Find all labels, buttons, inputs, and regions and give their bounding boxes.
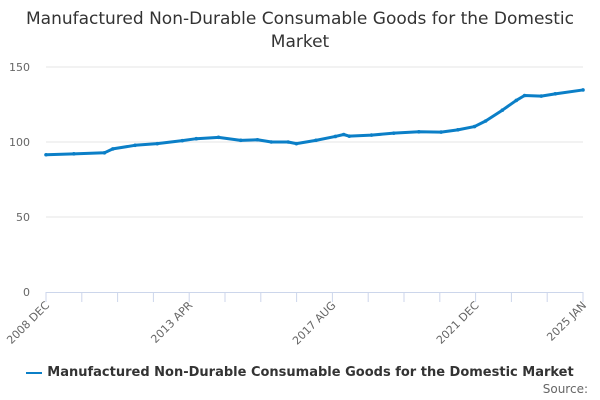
data-point bbox=[102, 151, 107, 155]
x-tick-label: 2021 DEC bbox=[434, 299, 482, 347]
y-tick-label: 100 bbox=[9, 136, 30, 149]
source-label: Source: bbox=[542, 382, 588, 396]
chart-title: Manufactured Non-Durable Consumable Good… bbox=[25, 9, 574, 52]
data-point bbox=[553, 92, 557, 96]
y-tick-label: 150 bbox=[9, 61, 30, 74]
data-point bbox=[439, 130, 443, 134]
data-point bbox=[269, 140, 274, 144]
data-point bbox=[180, 138, 185, 143]
legend-item[interactable]: Manufactured Non-Durable Consumable Good… bbox=[0, 365, 600, 380]
data-point bbox=[347, 134, 352, 138]
data-point bbox=[539, 94, 544, 98]
data-point bbox=[72, 152, 76, 156]
data-point bbox=[294, 141, 299, 146]
data-point bbox=[391, 131, 396, 135]
x-tick-label: 2017 AUG bbox=[290, 299, 339, 348]
data-point bbox=[417, 130, 421, 134]
data-point bbox=[194, 136, 199, 141]
data-point bbox=[155, 141, 160, 146]
data-point bbox=[44, 152, 48, 157]
data-point bbox=[216, 135, 221, 140]
data-point bbox=[522, 93, 527, 98]
data-point bbox=[369, 133, 374, 137]
data-point bbox=[238, 138, 243, 143]
data-point bbox=[110, 147, 115, 151]
data-point bbox=[133, 143, 137, 148]
x-tick-label: 2025 JAN bbox=[544, 299, 589, 344]
data-point bbox=[286, 140, 290, 144]
data-point bbox=[333, 134, 338, 139]
data-point bbox=[581, 88, 585, 92]
y-tick-label: 0 bbox=[23, 286, 30, 299]
series-line bbox=[45, 88, 584, 157]
data-point bbox=[455, 128, 460, 132]
data-point bbox=[483, 119, 488, 123]
data-point bbox=[472, 124, 477, 129]
legend-line-symbol bbox=[26, 371, 43, 374]
data-point bbox=[314, 138, 318, 143]
data-point bbox=[500, 108, 505, 112]
x-tick-label: 2013 APR bbox=[148, 299, 195, 346]
data-point bbox=[514, 98, 519, 103]
data-point bbox=[341, 132, 346, 137]
legend-label: Manufactured Non-Durable Consumable Good… bbox=[47, 365, 574, 380]
y-tick-label: 50 bbox=[16, 211, 30, 224]
data-point bbox=[255, 137, 260, 142]
x-tick-label: 2008 DEC bbox=[4, 299, 52, 347]
